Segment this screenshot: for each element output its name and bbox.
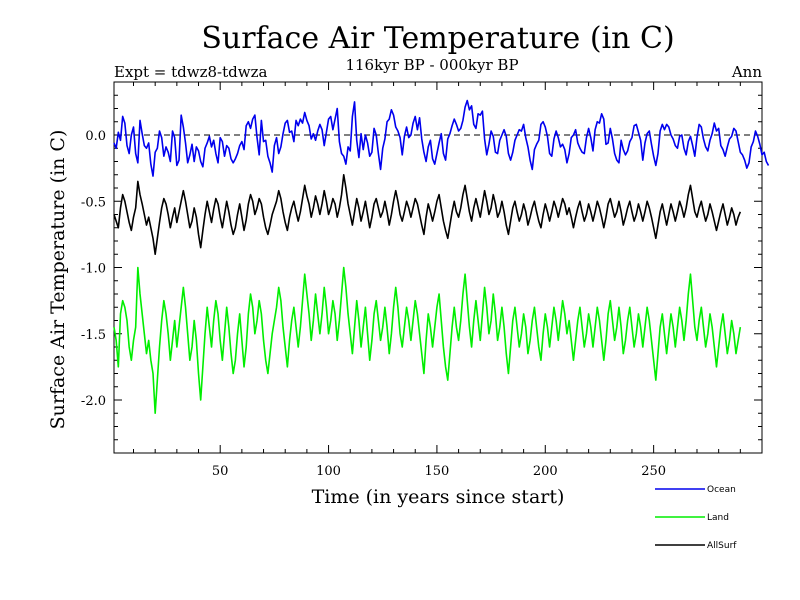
chart-title: Surface Air Temperature (in C) <box>201 21 674 56</box>
series-line-ocean <box>113 99 770 177</box>
season-label: Ann <box>731 63 762 81</box>
x-tick-label: 200 <box>533 464 558 479</box>
x-tick-label: 150 <box>425 464 450 479</box>
x-tick-label: 250 <box>641 464 666 479</box>
axis-ticks <box>114 82 763 453</box>
x-tick-label: 50 <box>212 464 229 479</box>
y-tick-label: 0.0 <box>85 129 106 144</box>
y-axis-label: Surface Air Temperature (in C) <box>47 130 69 430</box>
legend: Ocean Land AllSurf <box>655 485 737 551</box>
x-axis-label: Time (in years since start) <box>312 486 565 508</box>
legend-label: AllSurf <box>707 541 737 551</box>
y-tick-label: -0.5 <box>81 195 106 210</box>
legend-label: Land <box>707 513 729 523</box>
series-lines <box>113 99 770 415</box>
x-tick-labels: 50 100 150 200 250 <box>212 464 666 479</box>
plot-area <box>113 81 763 454</box>
time-range-label: 116kyr BP - 000kyr BP <box>345 56 518 74</box>
x-tick-label: 100 <box>316 464 341 479</box>
legend-label: Ocean <box>707 485 736 495</box>
y-tick-labels: 0.0 -0.5 -1.0 -1.5 -2.0 <box>81 129 106 409</box>
series-line-allsurf <box>113 173 742 256</box>
experiment-label: Expt = tdwz8-tdwza <box>114 63 267 81</box>
series-line-land <box>113 266 742 415</box>
y-tick-label: -1.5 <box>81 328 106 343</box>
y-tick-label: -2.0 <box>81 394 106 409</box>
y-tick-label: -1.0 <box>81 262 106 277</box>
